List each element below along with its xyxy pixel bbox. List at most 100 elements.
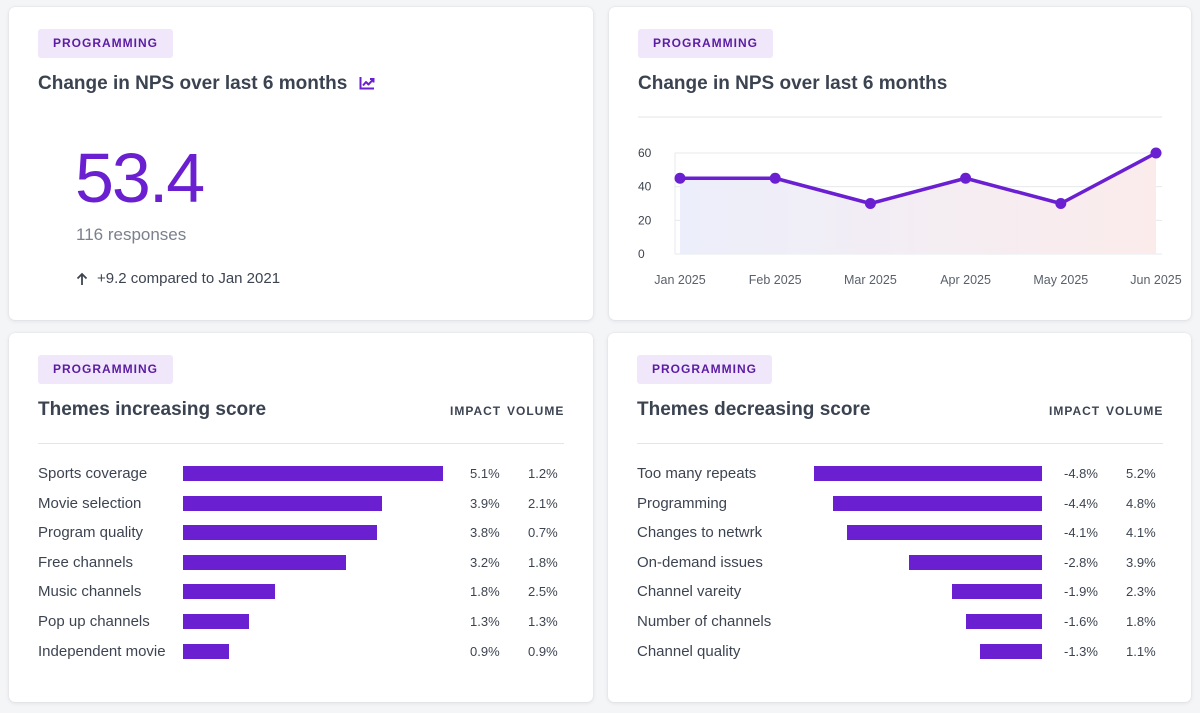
response-count: 116 responses [76, 225, 187, 244]
impact-value: 1.3% [470, 614, 500, 629]
nps-data-point [1150, 147, 1162, 159]
theme-label: Pop up channels [38, 613, 150, 630]
theme-label: Too many repeats [637, 465, 757, 482]
impact-value: -2.8% [1064, 554, 1098, 570]
theme-label: Changes to netwrk [637, 524, 763, 542]
impact-value: 0.9% [470, 643, 500, 659]
impact-bar [183, 525, 377, 541]
impact-bar [183, 495, 382, 511]
impact-bar [183, 466, 443, 481]
impact-value: 3.2% [470, 554, 500, 570]
theme-label: Sports coverage [38, 465, 148, 482]
nps-data-point [769, 172, 781, 184]
theme-label: Channel vareity [637, 583, 742, 601]
impact-header: IMPACT [450, 404, 502, 418]
volume-value: 4.8% [1126, 495, 1156, 511]
y-tick-label: 20 [638, 213, 652, 227]
impact-bar [951, 584, 1042, 600]
theme-label: Independent movie [38, 642, 166, 660]
impact-value: -4.8% [1064, 466, 1098, 481]
theme-label: Music channels [38, 583, 142, 601]
themes-decreasing-card: PROGRAMMING Themes decreasing score IMPA… [608, 333, 1191, 702]
line-card-title: Change in NPS over last 6 months [638, 73, 948, 94]
theme-label: Number of channels [637, 613, 772, 630]
volume-value: 4.1% [1126, 525, 1156, 541]
x-tick-label: Jun 2025 [1130, 273, 1181, 287]
impact-value: -4.1% [1064, 525, 1098, 541]
impact-bar [847, 525, 1042, 541]
impact-bar [966, 614, 1042, 629]
nps-score: 53.4 [75, 139, 205, 217]
impact-value: -1.6% [1064, 614, 1098, 629]
impact-value: 3.9% [470, 495, 500, 511]
trend-chart-icon[interactable] [359, 74, 375, 96]
x-tick-label: Mar 2025 [844, 273, 897, 287]
nps-data-point [864, 198, 876, 209]
volume-value: 2.5% [528, 584, 558, 600]
y-tick-label: 40 [638, 180, 652, 194]
nps-delta-text: +9.2 compared to Jan 2021 [97, 270, 281, 287]
y-tick-label: 0 [638, 247, 645, 261]
volume-value: 2.1% [528, 495, 558, 511]
theme-label: Channel quality [637, 642, 741, 660]
programming-tag: PROGRAMMING [637, 355, 772, 384]
volume-value: 1.3% [528, 614, 558, 629]
divider [637, 443, 1163, 444]
theme-label: Program quality [38, 524, 144, 542]
kpi-title-text: Change in NPS over last 6 months [38, 73, 348, 94]
programming-tag: PROGRAMMING [638, 29, 773, 58]
nps-area [680, 153, 1156, 254]
arrow-up-icon [76, 272, 88, 285]
programming-tag: PROGRAMMING [38, 355, 173, 384]
impact-value: 1.8% [470, 584, 500, 600]
volume-header: VOLUME [1106, 404, 1164, 418]
y-tick-label: 60 [638, 146, 652, 160]
programming-tag: PROGRAMMING [38, 29, 173, 58]
x-tick-label: Jan 2025 [654, 273, 705, 287]
impact-value: 3.8% [470, 525, 500, 541]
themes-increasing-card: PROGRAMMING Themes increasing score IMPA… [9, 333, 593, 702]
theme-label: On-demand issues [637, 553, 763, 571]
nps-trend-card: PROGRAMMING Change in NPS over last 6 mo… [609, 7, 1191, 320]
volume-value: 3.9% [1126, 554, 1156, 570]
theme-label: Free channels [38, 553, 134, 571]
increase-card-title: Themes increasing score [38, 399, 267, 420]
impact-value: -1.3% [1064, 643, 1098, 659]
kpi-card-title: Change in NPS over last 6 months [38, 73, 375, 96]
volume-value: 2.3% [1126, 584, 1156, 600]
x-tick-label: May 2025 [1033, 273, 1088, 287]
divider [38, 443, 564, 444]
decrease-card-title: Themes decreasing score [637, 399, 871, 420]
volume-value: 0.9% [528, 643, 558, 659]
volume-value: 1.8% [1126, 614, 1156, 629]
impact-bar [183, 554, 347, 570]
impact-bar [909, 554, 1042, 570]
nps-data-point [960, 172, 972, 184]
impact-value: -4.4% [1064, 495, 1098, 511]
theme-label: Programming [637, 494, 728, 512]
nps-line-chart: 0 20 40 60 Jan 2025 Feb 2025 Mar 2025 Apr 2025 M… [638, 116, 1182, 287]
impact-value: 5.1% [470, 466, 500, 481]
impact-bar [183, 584, 275, 600]
impact-bar [833, 495, 1042, 511]
nps-series-line [680, 151, 1157, 206]
nps-data-point [674, 172, 686, 184]
theme-label: Movie selection [38, 494, 142, 512]
volume-value: 1.2% [528, 466, 558, 481]
impact-bar [183, 643, 229, 659]
impact-bar [980, 643, 1042, 659]
volume-value: 1.8% [528, 554, 558, 570]
impact-header: IMPACT [1049, 404, 1101, 418]
volume-header: VOLUME [507, 404, 565, 418]
impact-bar [814, 466, 1042, 481]
impact-value: -1.9% [1064, 584, 1098, 600]
impact-bar [183, 614, 250, 629]
volume-value: 0.7% [528, 525, 558, 541]
x-tick-label: Feb 2025 [749, 273, 802, 287]
volume-value: 5.2% [1126, 466, 1156, 481]
x-tick-label: Apr 2025 [940, 273, 991, 287]
nps-kpi-card: PROGRAMMING Change in NPS over last 6 mo… [9, 7, 593, 320]
volume-value: 1.1% [1126, 643, 1156, 659]
nps-data-point [1055, 198, 1067, 209]
nps-delta: +9.2 compared to Jan 2021 [76, 270, 280, 287]
